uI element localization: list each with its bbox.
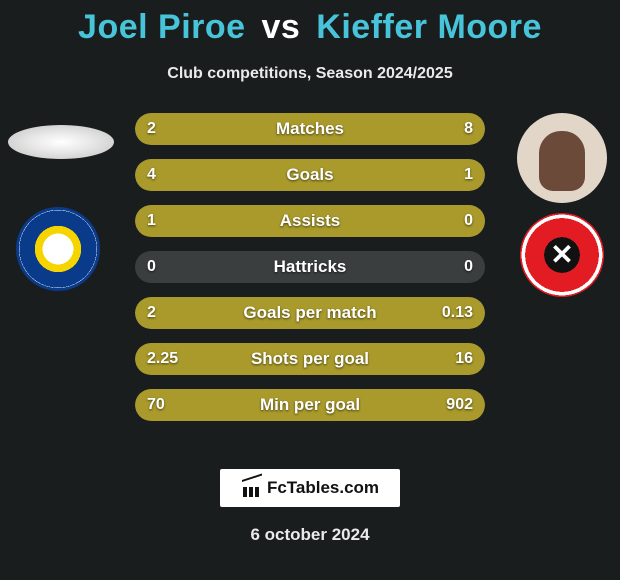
title-vs: vs (262, 8, 301, 46)
footer-logo: FcTables.com (220, 469, 400, 507)
player-right-photo (517, 113, 607, 203)
stat-value-right: 0 (464, 251, 473, 283)
subtitle: Club competitions, Season 2024/2025 (0, 65, 620, 83)
fctables-chart-icon (241, 477, 263, 499)
stat-row: Goals per match20.13 (135, 297, 485, 329)
stat-row: Shots per goal2.2516 (135, 343, 485, 375)
title-player-left: Joel Piroe (78, 8, 246, 46)
stat-bar-right (177, 343, 485, 375)
stat-bar-left (135, 113, 205, 145)
stat-bar-right (415, 159, 485, 191)
stats-list: Matches28 Goals41 Assists10 Hattricks0 0 Goal… (135, 113, 485, 435)
comparison-title: Joel Piroe vs Kieffer Moore (0, 0, 620, 47)
stat-bar-left (135, 343, 177, 375)
stat-bar-left (135, 389, 160, 421)
player-left-column (8, 113, 108, 291)
stat-row: Hattricks0 0 (135, 251, 485, 283)
stat-row: Matches28 (135, 113, 485, 145)
stat-row: Min per goal70902 (135, 389, 485, 421)
stat-bar-right (464, 297, 485, 329)
comparison-area: Matches28 Goals41 Assists10 Hattricks0 0 Goal… (0, 113, 620, 443)
stat-row: Assists10 (135, 205, 485, 237)
stat-bar-right (160, 389, 486, 421)
stat-bar-left (135, 297, 464, 329)
stat-bar-left (135, 205, 485, 237)
stat-value-left: 0 (147, 251, 156, 283)
stat-label: Hattricks (135, 251, 485, 283)
stat-bar-right (205, 113, 485, 145)
stat-row: Goals41 (135, 159, 485, 191)
stat-bar-left (135, 159, 415, 191)
player-left-photo (8, 125, 114, 159)
title-player-right: Kieffer Moore (316, 8, 542, 46)
club-badge-right (520, 213, 604, 297)
player-right-column (512, 113, 612, 297)
footer-date: 6 october 2024 (0, 525, 620, 545)
club-badge-left (16, 207, 100, 291)
footer-logo-text: FcTables.com (267, 478, 379, 498)
